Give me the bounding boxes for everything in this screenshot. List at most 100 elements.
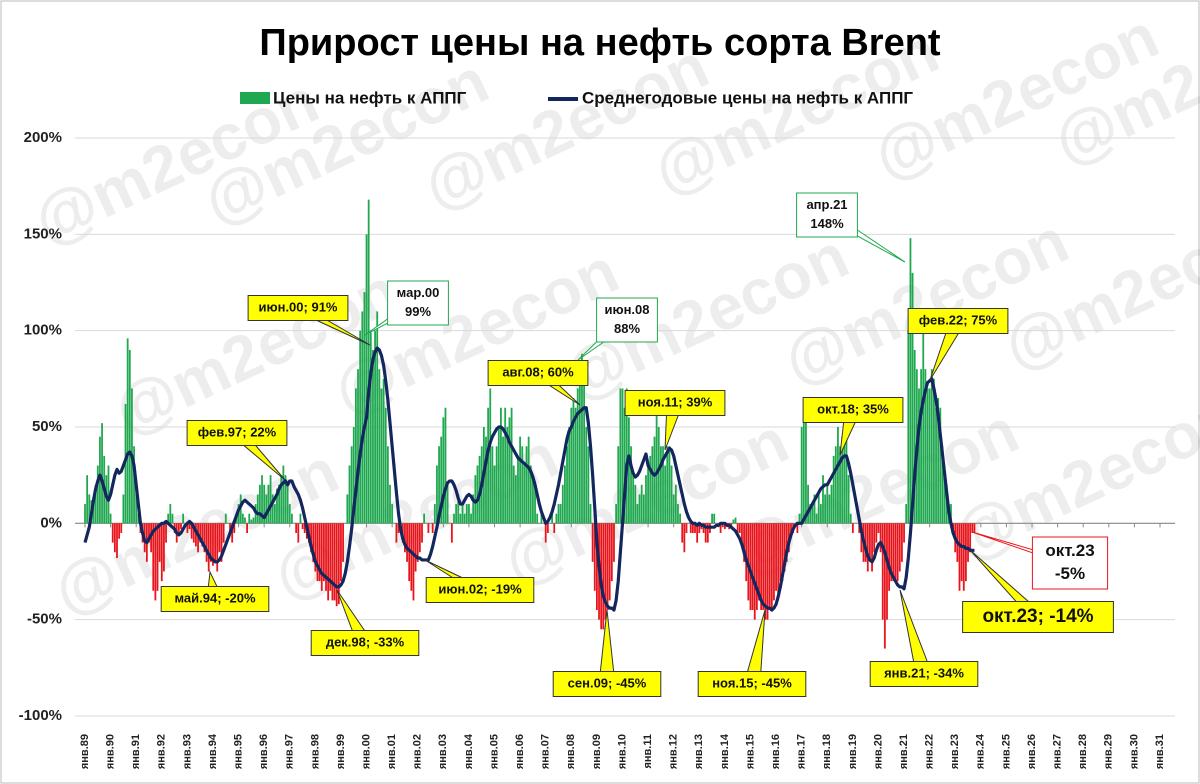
bar — [301, 523, 304, 530]
bar — [118, 523, 121, 539]
bar — [762, 523, 765, 611]
bar — [470, 513, 472, 524]
bar — [593, 523, 596, 591]
bar — [167, 513, 170, 524]
bar — [888, 523, 891, 591]
callout-box — [247, 295, 349, 321]
bar — [374, 330, 376, 524]
bar — [913, 349, 916, 524]
bar — [109, 513, 112, 524]
bar — [642, 494, 645, 524]
bar — [116, 523, 118, 559]
bar — [591, 523, 594, 562]
x-tick-label: янв.92 — [156, 734, 168, 769]
bar — [869, 523, 871, 562]
bar — [907, 330, 910, 524]
x-tick-label: янв.18 — [821, 734, 833, 769]
bar — [216, 523, 219, 572]
bar — [553, 523, 556, 533]
bar — [248, 513, 251, 524]
bar — [231, 523, 234, 543]
bar — [128, 349, 131, 524]
bar — [768, 523, 771, 611]
bar — [909, 238, 912, 524]
bar — [839, 446, 841, 524]
bar — [561, 484, 564, 524]
x-tick-label: янв.20 — [872, 734, 884, 769]
bar — [677, 504, 679, 524]
bar — [828, 494, 831, 524]
bar — [365, 234, 368, 524]
x-tick-label: янв.03 — [437, 734, 449, 769]
y-tick-label: -50% — [27, 611, 62, 628]
bar — [527, 436, 530, 524]
x-tick-label: янв.28 — [1077, 734, 1089, 769]
bar — [657, 427, 660, 524]
bar — [713, 513, 716, 524]
x-tick-label: янв.31 — [1154, 734, 1166, 769]
bar — [303, 523, 306, 533]
bar — [312, 523, 315, 562]
bar — [689, 523, 692, 533]
bar — [698, 523, 701, 533]
bar — [148, 523, 150, 543]
bar — [783, 523, 786, 572]
x-tick-label: янв.07 — [540, 734, 552, 769]
bar — [905, 504, 908, 524]
bar — [160, 523, 163, 582]
bar — [205, 523, 208, 562]
bar — [329, 523, 332, 591]
bar — [382, 378, 385, 524]
bar — [276, 488, 278, 524]
bar — [263, 484, 266, 524]
bar — [743, 523, 745, 562]
bar — [706, 523, 709, 543]
bar — [273, 504, 276, 524]
bar — [587, 446, 590, 524]
x-tick-label: янв.01 — [386, 734, 398, 769]
bar — [389, 484, 391, 524]
bar — [649, 455, 652, 524]
bar — [367, 199, 370, 524]
bar — [930, 369, 933, 524]
x-tick-label: янв.90 — [105, 734, 117, 769]
bar — [849, 513, 852, 524]
x-tick-label: янв.09 — [591, 734, 603, 769]
bar — [890, 523, 893, 582]
bar — [770, 523, 773, 611]
bar — [126, 338, 129, 524]
callout-box — [624, 390, 726, 416]
bar — [965, 523, 967, 582]
bar — [372, 349, 374, 524]
bar — [764, 523, 767, 620]
bar — [182, 513, 185, 524]
callout-box — [310, 630, 420, 656]
bar — [924, 369, 927, 524]
bar — [685, 523, 688, 533]
bar — [325, 523, 327, 591]
bar — [177, 523, 180, 533]
x-tick-label: янв.89 — [79, 734, 91, 769]
bar — [822, 475, 824, 524]
bar — [572, 398, 575, 524]
bar — [832, 455, 835, 524]
bar — [734, 517, 737, 524]
callout-box — [907, 308, 1009, 334]
bar — [322, 523, 325, 582]
annotation: фев.97; 22% — [198, 424, 277, 439]
bar — [378, 369, 381, 524]
bar — [574, 407, 577, 524]
bar — [318, 523, 321, 582]
bar — [316, 523, 319, 582]
bar — [973, 523, 976, 533]
callout-box — [596, 297, 658, 343]
bar — [602, 523, 605, 630]
bar — [557, 504, 560, 524]
bar — [288, 504, 291, 524]
bar — [892, 523, 895, 582]
bar — [570, 407, 573, 524]
bar — [755, 523, 758, 611]
bar — [651, 446, 654, 524]
bar — [775, 523, 777, 591]
bar — [886, 523, 888, 620]
